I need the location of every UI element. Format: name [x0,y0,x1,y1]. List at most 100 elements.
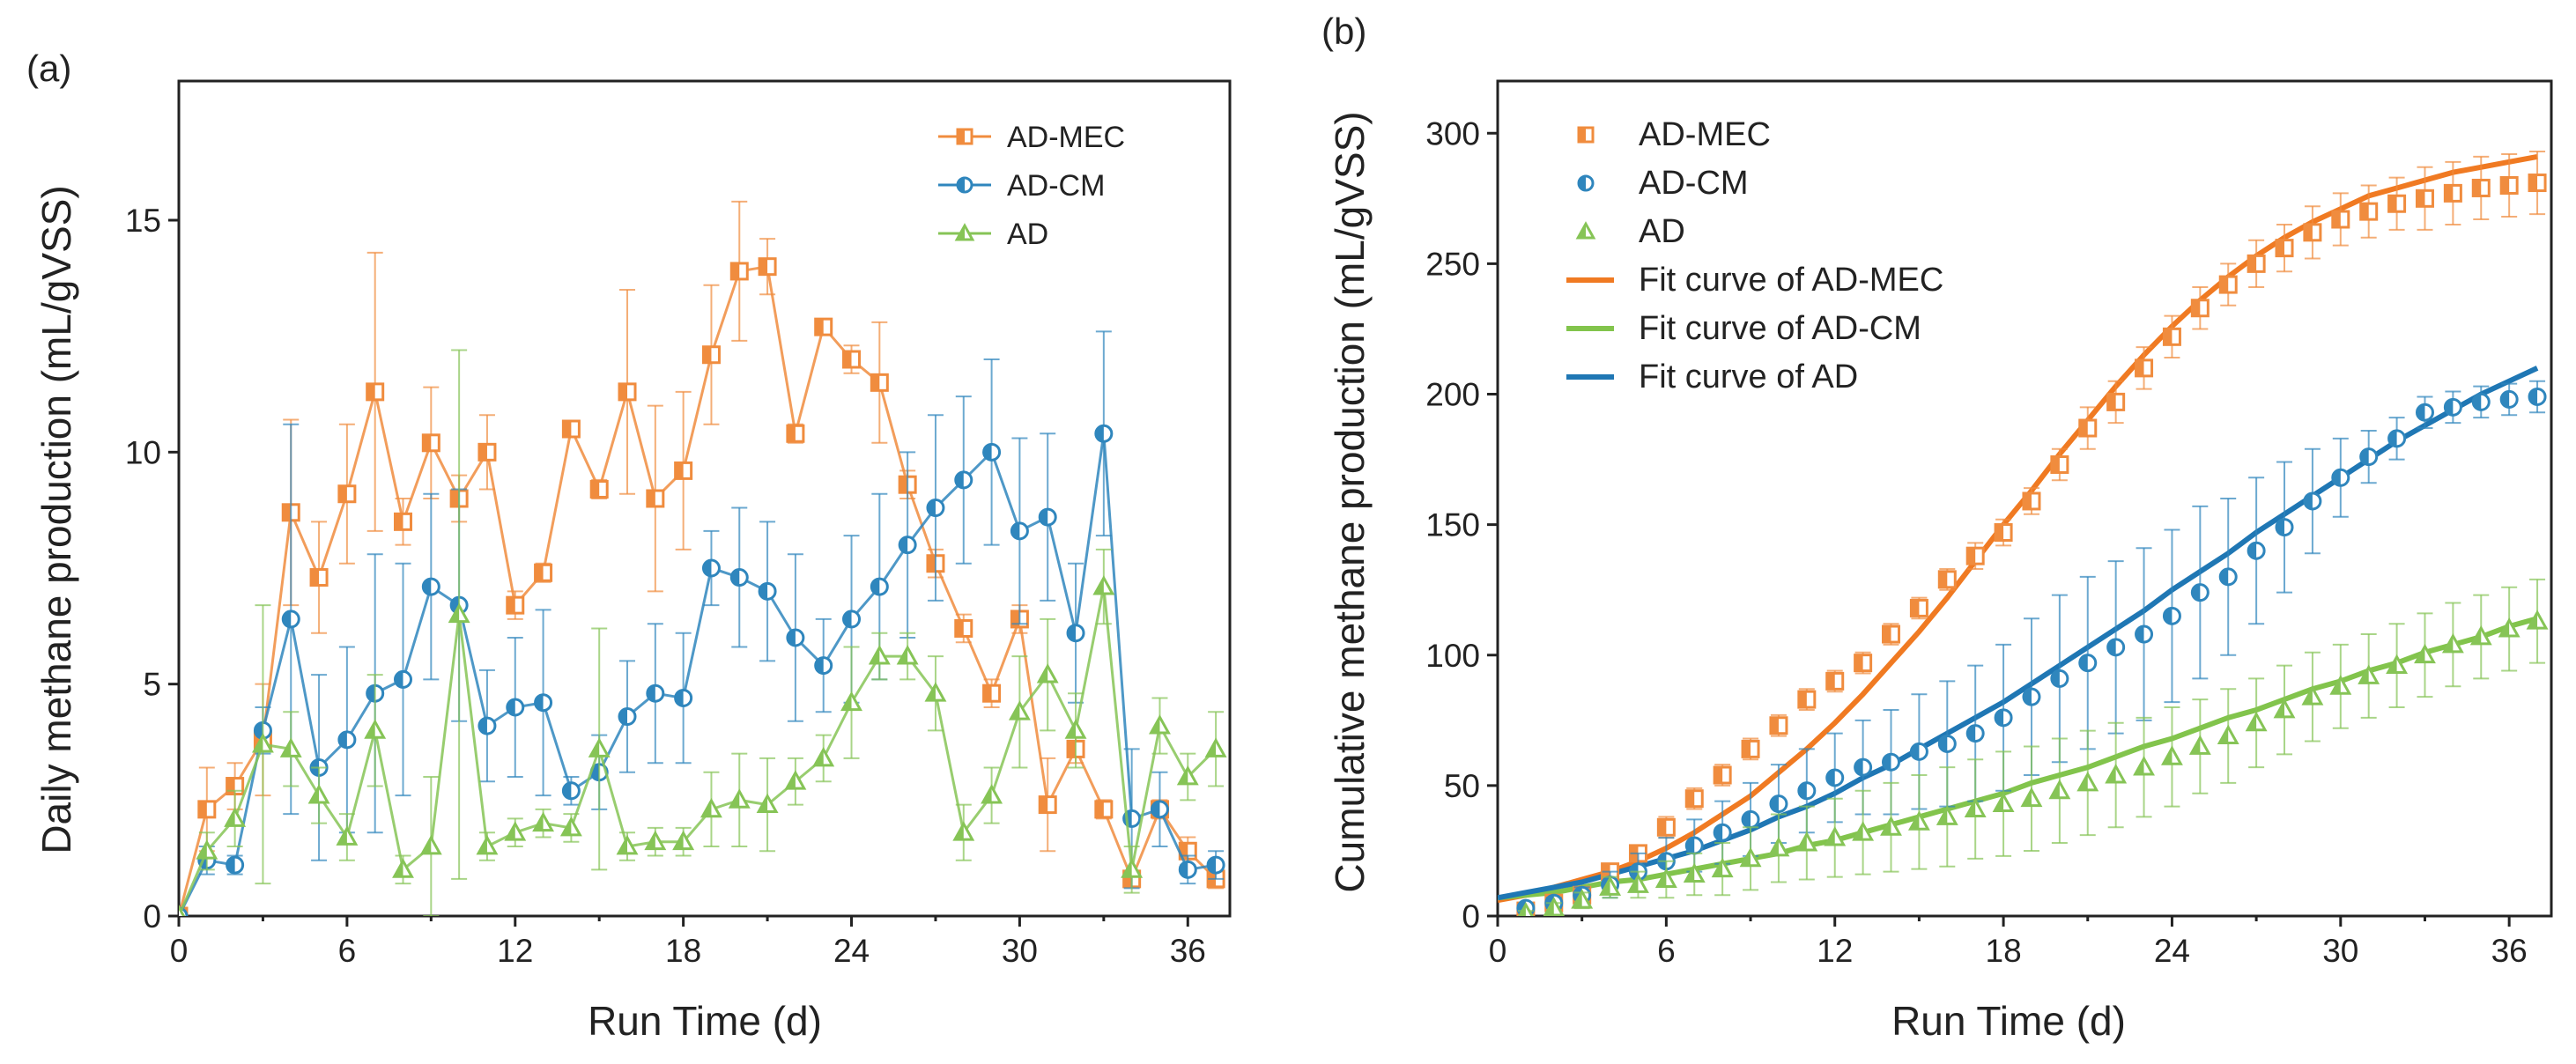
data-point-AD [840,691,862,712]
data-point-AD-half [759,795,768,812]
data-point-AD-MEC-half [395,514,403,530]
data-point-AD-MEC-half [591,481,600,498]
data-point-AD-MEC-half [759,258,768,275]
data-point-AD-CM [226,855,245,875]
data-point-AD-half [1685,865,1695,882]
x-tick-label: 0 [1489,933,1507,969]
data-point-AD-MEC [1684,789,1704,809]
panel-a: (a) 0 6 12 18 24 30 36 0 5 10 15 Run Time (d) Dail… [26,48,1232,1044]
panel-b-y-axis-title: Cumulative methane production (mL/gVSS) [1327,111,1373,892]
data-point-AD-MEC-half [1939,571,1948,587]
data-point-AD-CM-half [2079,654,2088,671]
data-point-AD-CM-half [955,471,964,488]
data-point-AD-MEC [309,568,329,587]
legend-label: Fit curve of AD-MEC [1639,262,1943,299]
data-point-AD-half [2078,774,2088,790]
data-point-AD [2020,787,2043,808]
data-point-AD-MEC-half [2220,277,2229,293]
data-point-AD-MEC [2135,358,2154,378]
data-point-AD [1964,797,1987,817]
data-point-AD-CM [2190,583,2210,602]
data-point-AD-MEC [758,257,777,277]
data-point-AD-CM-half [1798,782,1807,799]
data-point-AD-CM [898,536,917,555]
data-point-AD [1795,831,1818,852]
x-tick-label: 6 [1657,933,1676,969]
data-point-AD-MEC [1094,800,1114,819]
data-point-AD-half [2135,758,2144,775]
data-point-AD-half [1122,861,1132,877]
data-point-AD-half [1910,813,1920,830]
legend-label: AD-CM [1639,165,1749,202]
data-point-AD-MEC-half [2079,420,2088,437]
x-tick-label: 36 [2491,933,2528,969]
data-point-AD-CM [1825,768,1845,787]
data-point-AD-MEC [646,489,665,508]
data-point-AD [307,784,330,804]
data-point-AD [756,793,779,814]
data-point-AD-CM [2471,392,2491,411]
data-point-AD-MEC [701,345,721,365]
data-point-AD-CM [477,716,497,735]
data-point-AD-MEC [842,350,862,369]
data-point-AD-MEC-half [2276,240,2285,256]
data-point-AD-CM-half [1686,838,1695,854]
data-point-AD-CM [2499,389,2519,409]
legend-label: Fit curve of AD-CM [1639,310,1921,347]
data-point-AD-half [618,838,628,853]
data-point-AD-half [927,684,936,701]
data-point-AD-MEC-half [2136,359,2144,376]
data-point-AD-CM [2528,387,2547,406]
panel-b-legend: AD-MEC AD-CM AD Fit curve of AD-MEC Fit curv… [1566,116,1943,395]
data-point-AD-MEC-half [283,504,292,521]
data-point-AD-MEC-half [2164,329,2173,345]
data-point-AD-MEC-half [843,351,852,367]
data-point-AD-half [1966,800,1976,816]
data-point-AD-CM-half [1967,725,1976,742]
data-point-AD-MEC [2275,239,2294,258]
panel-b: (b) 0 6 12 18 24 30 36 0 50 100 150 200 250 300 Run T… [1321,11,2553,1044]
data-point-AD-CM-half [2332,469,2341,486]
data-point-AD-CM-half [2388,430,2397,447]
data-point-AD-CM-half [1939,735,1948,752]
data-point-AD-CM-half [535,694,544,711]
data-point-AD [1852,821,1875,841]
data-point-AD [1599,876,1622,896]
data-point-AD-MEC-half [955,620,964,637]
data-point-AD-MEC-half [1798,691,1807,708]
data-point-AD-CM [1066,624,1085,643]
data-point-AD [1064,719,1087,739]
data-point-AD-half [254,735,263,752]
data-point-AD-MEC [1713,765,1732,785]
data-point-AD-MEC [2359,202,2379,221]
data-point-AD-CM [2443,397,2462,417]
plot-frame [1496,79,2553,918]
data-point-AD [364,719,387,739]
data-point-AD-CM [2387,429,2407,448]
data-point-AD-MEC [1038,795,1057,815]
data-point-AD-CM-half [815,657,824,674]
data-point-AD-CM-half [395,671,403,688]
data-point-AD-MEC-half [2473,180,2482,196]
data-point-AD-CM [1909,742,1928,761]
data-point-AD [419,835,442,855]
data-point-AD-CM-half [1995,709,2004,726]
data-point-AD-CM [2162,606,2181,625]
data-point-AD-MEC-half [731,262,740,279]
data-point-AD-CM [1994,708,2013,728]
data-point-AD [700,797,722,818]
data-point-AD-half [730,791,740,808]
data-point-AD-MEC-half [2388,196,2397,212]
data-point-AD-CM [506,698,525,717]
data-point-AD [1767,836,1790,857]
data-point-AD-MEC [1882,624,1901,644]
data-point-AD-half [954,824,964,840]
data-point-AD-MEC-half [2192,299,2201,316]
data-point-AD-half [2387,656,2397,673]
data-point-AD-CM [2078,654,2098,673]
fit-curve-AD [1498,366,2539,901]
data-point-AD-CM [1937,734,1957,753]
data-point-AD-half [1010,703,1020,720]
data-point-AD [868,645,891,665]
